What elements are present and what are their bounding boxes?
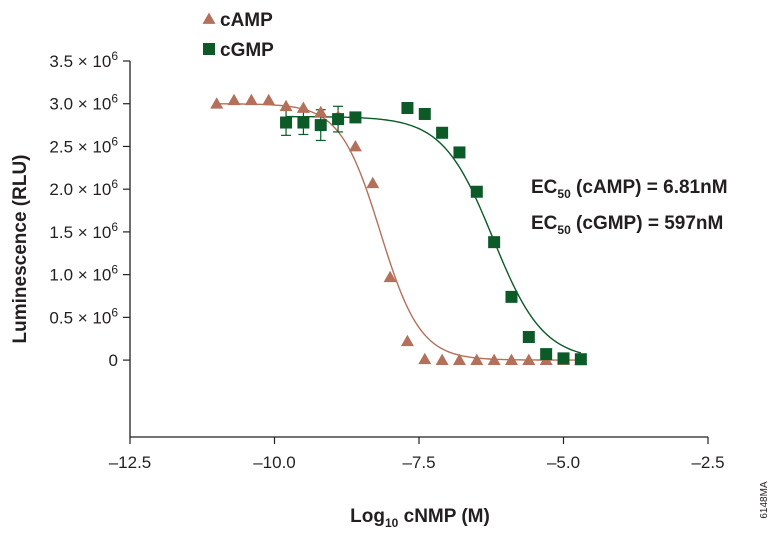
x-tick-label: –5.0 — [547, 453, 580, 472]
data-point-camp — [227, 93, 241, 106]
data-point-cgmp — [280, 116, 293, 129]
y-tick-label: 0 — [109, 351, 118, 370]
legend-label-camp: cAMP — [220, 10, 273, 31]
data-point-camp — [418, 352, 432, 365]
data-point-cgmp — [436, 126, 449, 139]
y-tick-label: 2.5 × 106 — [49, 134, 118, 156]
data-point-camp — [279, 99, 293, 112]
data-point-cgmp — [540, 348, 553, 361]
x-ticks: –12.5 –10.0 –7.5 –5.0 –2.5 — [109, 437, 725, 472]
data-point-cgmp — [574, 353, 587, 366]
y-tick-label: 1.5 × 106 — [49, 220, 118, 242]
legend: cAMP cGMP — [202, 10, 274, 61]
legend-label-cgmp: cGMP — [220, 40, 274, 61]
data-point-cgmp — [314, 119, 327, 132]
data-point-camp — [383, 270, 397, 283]
ec50-annotation: EC50 (cGMP) = 597nM — [531, 213, 723, 237]
data-point-camp — [504, 353, 518, 365]
data-point-camp — [470, 353, 484, 365]
data-point-camp — [366, 176, 380, 189]
y-tick-label: 3.0 × 106 — [49, 92, 118, 114]
x-tick-label: –12.5 — [109, 453, 152, 472]
y-tick-label: 2.0 × 106 — [49, 177, 118, 199]
ec50-annotation: EC50 (cAMP) = 6.81nM — [531, 177, 728, 201]
data-markers — [210, 93, 588, 366]
data-point-camp — [487, 353, 501, 365]
x-tick-label: –7.5 — [402, 453, 435, 472]
y-tick-label: 3.5 × 106 — [49, 49, 118, 71]
data-point-camp — [522, 353, 536, 365]
data-point-camp — [210, 97, 224, 109]
data-point-camp — [296, 101, 310, 113]
x-tick-label: –10.0 — [253, 453, 296, 472]
data-point-camp — [314, 105, 328, 118]
data-point-cgmp — [418, 107, 431, 120]
legend-marker-cgmp — [203, 43, 215, 55]
data-point-cgmp — [401, 102, 414, 114]
x-tick-label: –2.5 — [691, 453, 724, 472]
figure-code: 6148MA — [759, 481, 770, 519]
data-point-camp — [262, 93, 276, 106]
y-ticks: 0 0.5 × 106 1.0 × 106 1.5 × 106 2.0 × 106 2.5… — [49, 49, 130, 370]
y-tick-label: 1.0 × 106 — [49, 263, 118, 285]
data-point-camp — [244, 93, 258, 106]
fit-curve-camp — [216, 103, 581, 361]
data-point-camp — [400, 334, 414, 347]
fit-curve-cgmp — [286, 115, 582, 354]
data-point-cgmp — [505, 290, 518, 303]
data-point-cgmp — [488, 236, 501, 249]
fit-curves — [216, 103, 582, 361]
data-point-cgmp — [332, 113, 345, 126]
data-point-cgmp — [349, 111, 362, 124]
data-point-camp — [435, 353, 449, 365]
legend-marker-camp — [202, 12, 216, 24]
data-point-cgmp — [522, 331, 535, 344]
y-axis-title: Luminescence (RLU) — [10, 155, 31, 344]
data-point-cgmp — [470, 185, 483, 198]
y-tick-label: 0.5 × 106 — [49, 305, 118, 327]
data-point-cgmp — [297, 116, 310, 129]
x-axis-title: Log10 cNMP (M) — [350, 506, 490, 530]
data-point-camp — [452, 353, 466, 365]
data-point-cgmp — [557, 352, 570, 365]
data-point-cgmp — [453, 146, 466, 159]
data-point-camp — [348, 139, 362, 152]
annotations: EC50 (cAMP) = 6.81nM EC50 (cGMP) = 597nM — [531, 177, 728, 237]
